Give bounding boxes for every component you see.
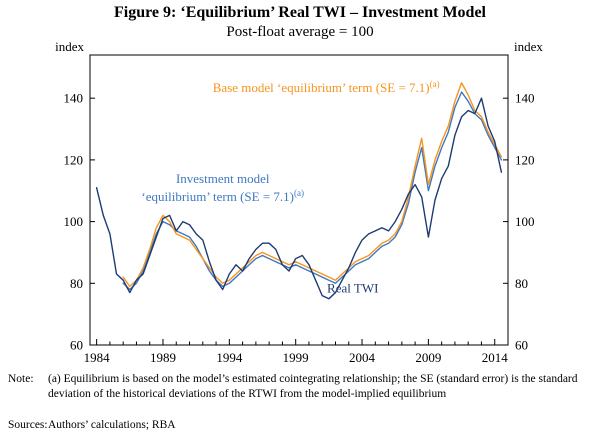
y-axis-label-left: 100 — [64, 214, 84, 229]
chart-subtitle: Post-float average = 100 — [226, 24, 374, 40]
x-axis-label: 1989 — [150, 350, 176, 365]
y-axis-label-left: 80 — [70, 276, 83, 291]
y-axis-label-left: 140 — [64, 91, 84, 106]
chart-canvas: index index 60 60 80 80 100 100 120 120 140 140 1984… — [55, 40, 543, 365]
y-axis-label-left: 120 — [64, 152, 84, 167]
note-text: (a) Equilibrium is based on the model’s … — [48, 373, 578, 400]
sources-row: Sources: Authors’ calculations; RBA — [8, 418, 593, 433]
series-line-base-model — [122, 82, 503, 288]
sources-text: Authors’ calculations; RBA — [48, 419, 176, 431]
x-axis-label: 1984 — [84, 350, 111, 365]
annotation-base-model-label: Base model ‘equilibrium’ term (SE = 7.1)… — [213, 79, 440, 95]
y-axis-label-right: 120 — [515, 152, 535, 167]
y-axis-label-right: 80 — [515, 276, 528, 291]
y-axis-label-left: 60 — [70, 338, 83, 353]
annotation-investment-model-label: ‘equilibrium’ term (SE = 7.1)(a) — [141, 188, 304, 204]
sources-label: Sources: — [8, 419, 48, 431]
note-label: Note: — [8, 373, 34, 385]
x-axis-label: 2014 — [482, 350, 509, 365]
annotation-investment-model-label: Investment model — [176, 171, 270, 186]
x-axis-label: 2009 — [415, 350, 441, 365]
plot-frame — [89, 54, 509, 346]
x-axis-label: 1994 — [216, 350, 243, 365]
y-axis-label-right: 140 — [515, 91, 535, 106]
note-row: Note: (a) Equilibrium is based on the mo… — [8, 372, 593, 401]
chart-title: Figure 9: ‘Equilibrium’ Real TWI – Inves… — [114, 4, 486, 21]
y-axis-label-right: 60 — [515, 338, 528, 353]
series-line-real-twi — [95, 97, 503, 300]
y-axis-label-right: 100 — [515, 214, 535, 229]
x-axis-label: 2004 — [349, 350, 376, 365]
y-axis-unit-right: index — [514, 40, 543, 54]
annotation-real-twi-label: Real TWI — [327, 281, 378, 296]
x-axis-label: 1999 — [283, 350, 309, 365]
y-axis-unit-left: index — [55, 40, 84, 54]
